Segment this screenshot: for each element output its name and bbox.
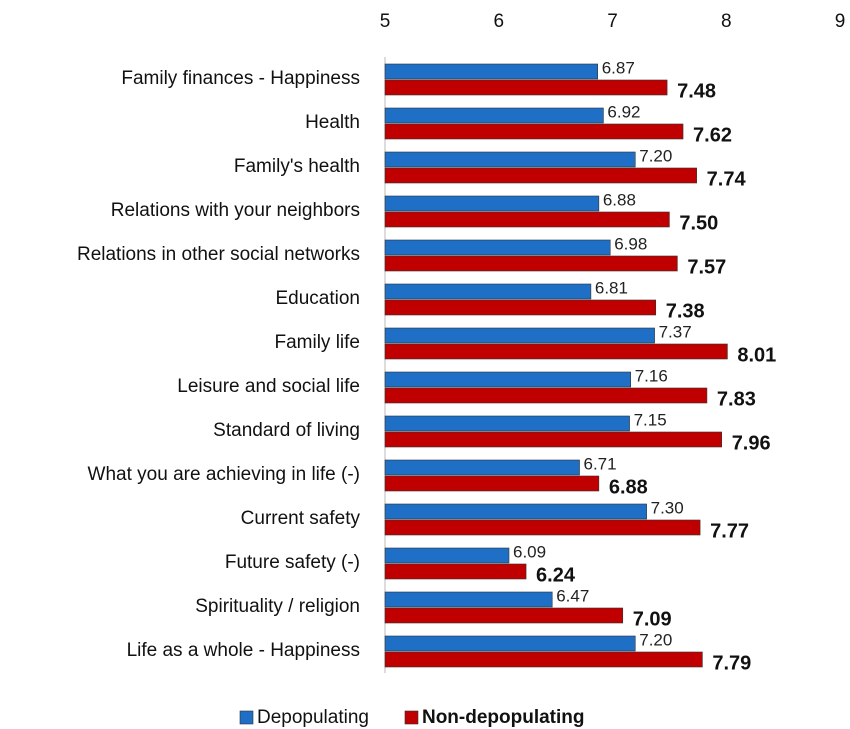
value-label: 7.15 [634,410,667,429]
bar [384,63,599,80]
value-label: 7.09 [633,608,672,630]
category-label: Education [275,288,360,309]
x-tick-label: 8 [721,11,732,32]
bar [384,459,580,476]
value-label: 7.20 [639,146,672,165]
bar [384,327,655,344]
bar [384,563,527,580]
bar [384,431,723,448]
bar [384,591,553,608]
value-label: 7.77 [710,520,749,542]
x-tick-label: 5 [380,11,391,32]
value-label: 6.88 [603,190,636,209]
legend-label: Depopulating [257,707,369,728]
legend-label: Non-depopulating [422,707,585,728]
value-label: 7.83 [717,388,756,410]
bar [384,607,624,624]
value-label: 7.38 [666,300,705,322]
bar [384,635,636,652]
value-label: 8.01 [737,344,776,366]
bar [384,239,611,256]
value-label: 6.71 [584,454,617,473]
category-label: Life as a whole - Happiness [127,640,360,661]
bar [384,255,678,272]
bar [384,371,631,388]
value-label: 6.24 [536,564,576,586]
value-label: 6.98 [614,234,647,253]
bar [384,299,657,316]
value-label: 7.74 [707,168,747,190]
value-label: 7.79 [712,652,751,674]
category-label: Health [305,112,360,133]
value-label: 7.57 [687,256,726,278]
bar [384,651,703,668]
bar [384,151,636,168]
bar [384,123,684,140]
bar [384,107,604,124]
value-label: 7.96 [732,432,771,454]
value-label: 7.50 [679,212,718,234]
value-label: 6.88 [609,476,648,498]
category-label: Leisure and social life [177,376,360,397]
category-label: Future safety (-) [225,552,360,573]
category-label: Relations with your neighbors [111,200,360,221]
category-label: Standard of living [213,420,360,441]
value-label: 7.20 [639,630,672,649]
value-label: 7.62 [693,124,732,146]
category-label: Family finances - Happiness [121,68,360,89]
category-label: Spirituality / religion [195,596,360,617]
bar [384,415,630,432]
value-label: 6.87 [602,58,635,77]
category-label: Current safety [241,508,361,529]
category-label: What you are achieving in life (-) [88,464,360,485]
value-label: 6.81 [595,278,628,297]
value-label: 6.47 [556,586,589,605]
category-label: Family's health [234,156,360,177]
category-label: Relations in other social networks [77,244,360,265]
bar [384,167,697,184]
bar [384,343,728,360]
bar [384,211,670,228]
bar [384,475,600,492]
bar [384,547,510,564]
category-label: Family life [274,332,360,353]
value-label: 6.92 [607,102,640,121]
x-tick-label: 9 [835,11,846,32]
legend-swatch [239,710,254,725]
value-label: 7.48 [677,80,716,102]
value-label: 6.09 [513,542,546,561]
bar [384,387,708,404]
bar [384,503,647,520]
bar [384,195,600,212]
bar [384,519,701,536]
bar [384,283,592,300]
value-label: 7.37 [659,322,692,341]
value-label: 7.16 [635,366,668,385]
legend-swatch [404,710,419,725]
x-tick-label: 7 [607,11,618,32]
x-tick-label: 6 [493,11,504,32]
value-label: 7.30 [651,498,684,517]
bar [384,79,668,96]
